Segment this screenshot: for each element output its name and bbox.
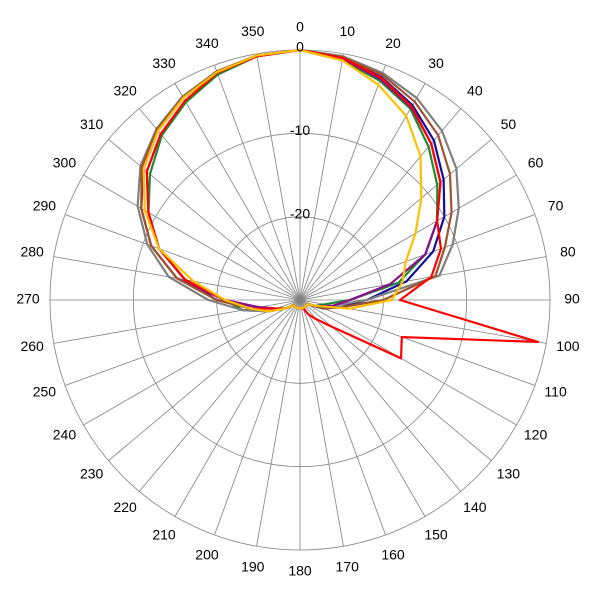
angle-label: 190	[241, 559, 265, 575]
angle-label: 60	[528, 155, 544, 171]
spoke	[108, 299, 301, 462]
angle-label: 150	[424, 526, 448, 542]
angle-label: 170	[336, 559, 360, 575]
angle-label: 50	[501, 116, 517, 132]
angle-label: 120	[524, 427, 548, 443]
angle-label: 350	[241, 23, 265, 39]
spoke	[299, 138, 492, 301]
spoke	[299, 299, 536, 386]
spoke	[64, 299, 301, 386]
spoke	[138, 108, 301, 301]
spoke	[214, 299, 301, 536]
spoke	[299, 174, 517, 301]
spoke	[299, 299, 344, 547]
spoke	[83, 299, 301, 426]
angle-label: 340	[195, 35, 219, 51]
radial-tick-label: 0	[296, 39, 304, 55]
spoke	[214, 64, 301, 301]
angle-label: 180	[288, 563, 312, 579]
angle-label: 220	[113, 499, 137, 515]
spoke	[299, 256, 547, 301]
angle-label: 140	[463, 499, 487, 515]
angle-label: 160	[381, 546, 405, 562]
angle-label: 210	[152, 526, 176, 542]
angle-label: 310	[80, 116, 104, 132]
spoke	[83, 174, 301, 301]
radial-tick-label: -10	[290, 122, 310, 138]
angle-label: 30	[428, 55, 444, 71]
angle-label: 100	[556, 338, 580, 354]
spoke	[299, 214, 536, 301]
spoke	[299, 299, 462, 492]
angle-label: 320	[113, 82, 137, 98]
spoke	[299, 53, 344, 301]
angle-label: 0	[296, 19, 304, 35]
angle-label: 90	[564, 291, 580, 307]
angle-label: 70	[548, 198, 564, 214]
angle-label: 280	[20, 243, 44, 259]
spoke	[64, 214, 301, 301]
pattern-line	[136, 48, 460, 313]
angle-label: 230	[80, 466, 104, 482]
spoke	[299, 299, 517, 426]
spoke	[256, 299, 301, 547]
spoke	[174, 83, 301, 301]
spoke	[138, 299, 301, 492]
grid-circle	[132, 132, 468, 468]
pattern-line	[142, 48, 423, 313]
angle-label: 290	[33, 198, 57, 214]
radial-tick-label: -20	[290, 205, 310, 221]
angle-label: 270	[16, 291, 40, 307]
angle-label: 260	[20, 338, 44, 354]
spoke	[256, 53, 301, 301]
spoke	[299, 299, 426, 517]
angle-label: 20	[385, 35, 401, 51]
angle-label: 10	[339, 23, 355, 39]
angle-label: 330	[152, 55, 176, 71]
angle-label: 240	[53, 427, 77, 443]
spoke	[299, 64, 386, 301]
angle-label: 130	[497, 466, 521, 482]
angle-label: 200	[195, 546, 219, 562]
angle-label: 40	[467, 82, 483, 98]
spoke	[299, 83, 426, 301]
spoke	[174, 299, 301, 517]
angle-label: 250	[33, 384, 57, 400]
spoke	[299, 299, 386, 536]
angle-label: 300	[53, 155, 77, 171]
angle-label: 80	[560, 243, 576, 259]
angle-label: 110	[544, 384, 567, 400]
